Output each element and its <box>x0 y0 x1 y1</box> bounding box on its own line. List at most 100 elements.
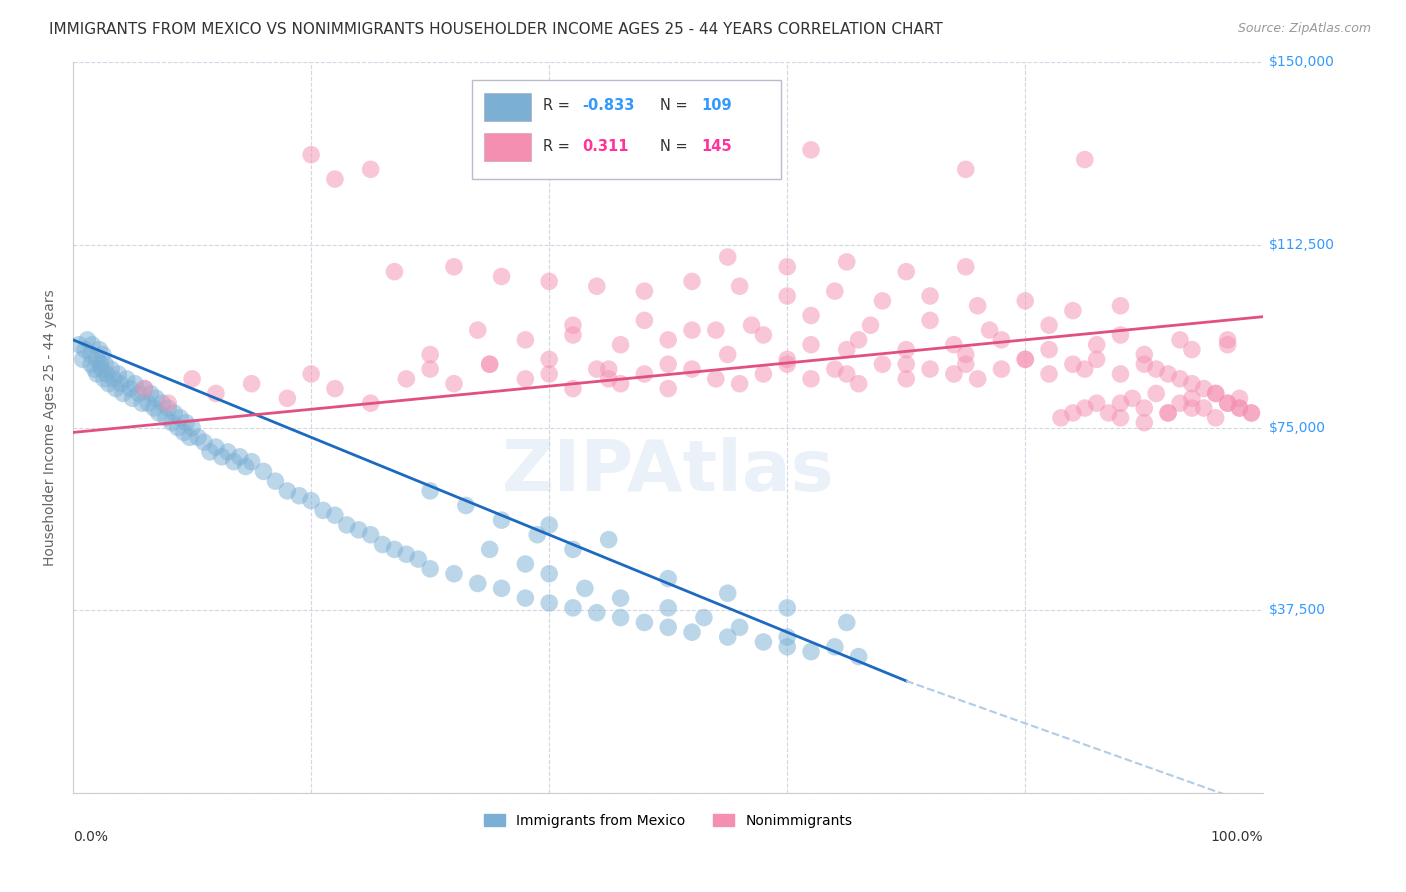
Point <box>89 343 111 357</box>
Point <box>139 386 162 401</box>
Point <box>181 372 204 386</box>
Text: R =: R = <box>543 98 575 113</box>
Point <box>942 337 965 351</box>
Text: 109: 109 <box>702 98 733 113</box>
Point <box>562 382 585 396</box>
Point <box>598 533 620 547</box>
Point <box>491 513 513 527</box>
Point <box>145 392 167 406</box>
Point <box>1168 396 1191 410</box>
Text: 0.311: 0.311 <box>582 138 628 153</box>
Point <box>955 347 977 361</box>
Point <box>872 357 894 371</box>
Point <box>609 610 631 624</box>
Point <box>776 357 799 371</box>
Point <box>1038 343 1060 357</box>
Point <box>323 382 346 396</box>
Point <box>717 630 740 644</box>
Point <box>467 576 489 591</box>
Point <box>454 499 477 513</box>
Point <box>1181 343 1204 357</box>
Point <box>443 376 465 391</box>
Point <box>1133 401 1156 415</box>
Legend: Immigrants from Mexico, Nonimmigrants: Immigrants from Mexico, Nonimmigrants <box>478 808 858 833</box>
Point <box>115 372 138 386</box>
Point <box>681 625 703 640</box>
Point <box>990 333 1012 347</box>
Point <box>67 337 90 351</box>
Point <box>872 293 894 308</box>
Point <box>515 557 537 571</box>
FancyBboxPatch shape <box>472 80 782 179</box>
Point <box>562 328 585 343</box>
Point <box>157 396 180 410</box>
Point <box>752 328 775 343</box>
Point <box>859 318 882 333</box>
Point <box>72 352 94 367</box>
Point <box>955 357 977 371</box>
Point <box>1181 376 1204 391</box>
Point <box>918 362 941 376</box>
Point <box>717 347 740 361</box>
Point <box>143 401 166 415</box>
Point <box>585 606 607 620</box>
Point <box>1050 410 1073 425</box>
Point <box>538 596 561 610</box>
Point <box>288 489 311 503</box>
Point <box>107 367 129 381</box>
Point <box>395 372 418 386</box>
Point <box>657 620 679 634</box>
Text: 100.0%: 100.0% <box>1211 830 1264 844</box>
Point <box>1014 293 1036 308</box>
Point <box>728 376 751 391</box>
Point <box>360 527 382 541</box>
Point <box>467 323 489 337</box>
Point <box>148 406 170 420</box>
Point <box>1074 153 1097 167</box>
Point <box>657 600 679 615</box>
Point <box>478 542 501 557</box>
Point <box>83 362 105 376</box>
Point <box>633 313 655 327</box>
Point <box>1144 362 1167 376</box>
Point <box>598 362 620 376</box>
Point <box>585 362 607 376</box>
Point <box>752 635 775 649</box>
Point <box>1038 367 1060 381</box>
Point <box>1168 372 1191 386</box>
Point <box>633 615 655 630</box>
Point <box>824 284 846 298</box>
Point <box>681 323 703 337</box>
Point <box>323 172 346 186</box>
Point <box>217 445 239 459</box>
Text: $150,000: $150,000 <box>1270 55 1336 70</box>
Point <box>323 508 346 523</box>
Point <box>97 376 120 391</box>
Point <box>585 279 607 293</box>
Y-axis label: Householder Income Ages 25 - 44 years: Householder Income Ages 25 - 44 years <box>44 289 58 566</box>
Point <box>1062 357 1084 371</box>
Point <box>1109 410 1132 425</box>
Point <box>181 420 204 434</box>
Point <box>443 260 465 274</box>
Point <box>240 455 263 469</box>
Text: ZIPAtlas: ZIPAtlas <box>502 437 835 506</box>
Point <box>562 600 585 615</box>
Point <box>728 620 751 634</box>
Point <box>443 566 465 581</box>
Point <box>103 372 125 386</box>
FancyBboxPatch shape <box>484 93 531 120</box>
Point <box>1109 328 1132 343</box>
Point <box>94 357 117 371</box>
Point <box>1085 337 1108 351</box>
Point <box>609 591 631 606</box>
Point <box>406 552 429 566</box>
Text: IMMIGRANTS FROM MEXICO VS NONIMMIGRANTS HOUSEHOLDER INCOME AGES 25 - 44 YEARS CO: IMMIGRANTS FROM MEXICO VS NONIMMIGRANTS … <box>49 22 943 37</box>
Point <box>776 640 799 654</box>
Point <box>562 542 585 557</box>
Point <box>205 386 228 401</box>
Point <box>76 333 98 347</box>
Point <box>562 318 585 333</box>
Point <box>657 357 679 371</box>
Point <box>657 572 679 586</box>
